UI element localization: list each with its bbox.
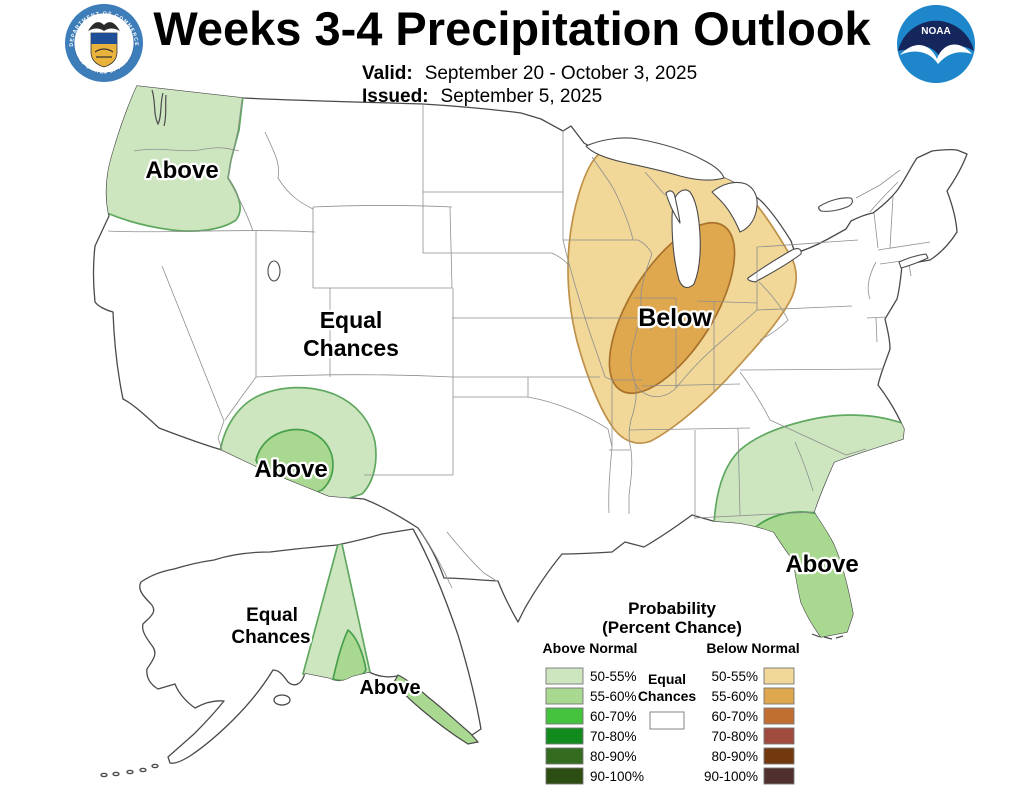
legend-range-below-2: 60-70% bbox=[711, 709, 758, 724]
page-title: Weeks 3-4 Precipitation Outlook bbox=[153, 2, 871, 55]
legend-swatch-below-55-60 bbox=[763, 687, 795, 705]
legend-equal-1: Equal bbox=[648, 671, 686, 687]
valid-label: Valid: bbox=[362, 63, 413, 84]
legend-swatch-above-70-80 bbox=[545, 727, 584, 745]
legend-range-above-4: 80-90% bbox=[590, 749, 637, 764]
issued-value: September 5, 2025 bbox=[440, 86, 603, 107]
noaa-logo: NOAA bbox=[897, 5, 975, 83]
valid-line: Valid: September 20 - October 3, 2025 bbox=[362, 63, 697, 85]
legend-below-header: Below Normal bbox=[706, 640, 799, 656]
valid-value: September 20 - October 3, 2025 bbox=[424, 63, 698, 84]
st-lawrence-canada-line bbox=[855, 169, 901, 213]
long-island bbox=[898, 253, 929, 269]
label-pnw-above: Above bbox=[145, 157, 218, 184]
legend-swatch-above-90-100 bbox=[545, 767, 584, 785]
map-region-labels: Above Equal Chances Below Above Above Eq… bbox=[143, 155, 861, 702]
legend-equal-2: Chances bbox=[638, 688, 697, 704]
label-midwest-below: Below bbox=[638, 304, 712, 332]
legend-swatch-equal bbox=[649, 711, 685, 730]
legend-range-below-5: 90-100% bbox=[704, 769, 758, 784]
legend-range-above-2: 60-70% bbox=[590, 709, 637, 724]
legend-range-below-0: 50-55% bbox=[711, 669, 758, 684]
legend-range-below-3: 70-80% bbox=[711, 729, 758, 744]
noaa-logo-text: NOAA bbox=[921, 26, 950, 37]
label-ak-equal-2: Chances bbox=[231, 627, 310, 648]
legend-swatch-above-80-90 bbox=[545, 747, 584, 765]
issued-line: Issued: September 5, 2025 bbox=[362, 86, 602, 108]
doc-seal-logo: DEPARTMENT OF COMMERCE UNITED STATES OF … bbox=[64, 3, 143, 82]
legend-range-above-1: 55-60% bbox=[590, 689, 637, 704]
ak-canada-border-lines bbox=[419, 529, 499, 589]
issued-label: Issued: bbox=[362, 86, 429, 107]
region-se-above-inner-55-60 bbox=[747, 511, 861, 637]
legend-swatch-below-70-80 bbox=[763, 727, 795, 745]
lake-ontario bbox=[818, 197, 853, 212]
legend: Probability (Percent Chance) Above Norma… bbox=[543, 599, 800, 785]
legend-range-above-5: 90-100% bbox=[590, 769, 644, 784]
legend-swatch-below-90-100 bbox=[763, 767, 795, 785]
noaa-dark-sky bbox=[898, 20, 974, 57]
legend-title-2: (Percent Chance) bbox=[602, 618, 742, 637]
legend-swatch-below-50-55 bbox=[763, 667, 795, 685]
kodiak-island bbox=[273, 694, 291, 706]
legend-above-column: 50-55% 55-60% 60-70% 70-80% 80-90% 90-10… bbox=[545, 667, 644, 785]
legend-below-column: 50-55% 55-60% 60-70% 70-80% 80-90% 90-10… bbox=[704, 667, 795, 785]
legend-title-1: Probability bbox=[628, 599, 716, 618]
alaska-details bbox=[100, 529, 499, 778]
legend-equal-chances: Equal Chances bbox=[638, 671, 697, 730]
label-ak-equal-1: Equal bbox=[246, 605, 298, 626]
aleutian-islands bbox=[100, 763, 159, 778]
legend-swatch-above-60-70 bbox=[545, 707, 584, 725]
label-sw-above: Above bbox=[254, 456, 327, 483]
region-midwest-below-inner-55-60 bbox=[608, 221, 736, 395]
region-ak-panhandle-above-55-60 bbox=[393, 674, 480, 745]
great-salt-lake bbox=[267, 260, 281, 282]
doc-eagle-icon bbox=[88, 22, 120, 31]
label-se-above: Above bbox=[785, 551, 858, 578]
lake-superior bbox=[585, 137, 725, 181]
legend-range-above-0: 50-55% bbox=[590, 669, 637, 684]
florida-keys bbox=[811, 633, 844, 640]
legend-range-above-3: 70-80% bbox=[590, 729, 637, 744]
legend-range-below-1: 55-60% bbox=[711, 689, 758, 704]
label-ak-above: Above bbox=[359, 677, 420, 699]
legend-swatch-above-50-55 bbox=[545, 667, 584, 685]
legend-swatch-below-60-70 bbox=[763, 707, 795, 725]
coastline-details bbox=[151, 89, 929, 640]
lake-huron bbox=[711, 181, 758, 233]
green-bay bbox=[665, 190, 681, 224]
great-lakes bbox=[267, 137, 853, 289]
region-pnw-above-50-55 bbox=[99, 86, 247, 232]
lake-erie bbox=[747, 248, 802, 283]
legend-swatch-below-80-90 bbox=[763, 747, 795, 765]
legend-swatch-above-55-60 bbox=[545, 687, 584, 705]
legend-range-below-4: 80-90% bbox=[711, 749, 758, 764]
noaa-gull-icon bbox=[900, 44, 972, 64]
label-conus-equal-1: Equal bbox=[320, 307, 383, 333]
puget-sound bbox=[151, 89, 167, 127]
state-borders bbox=[107, 98, 931, 519]
label-conus-equal-2: Chances bbox=[303, 335, 399, 361]
legend-above-header: Above Normal bbox=[543, 640, 638, 656]
